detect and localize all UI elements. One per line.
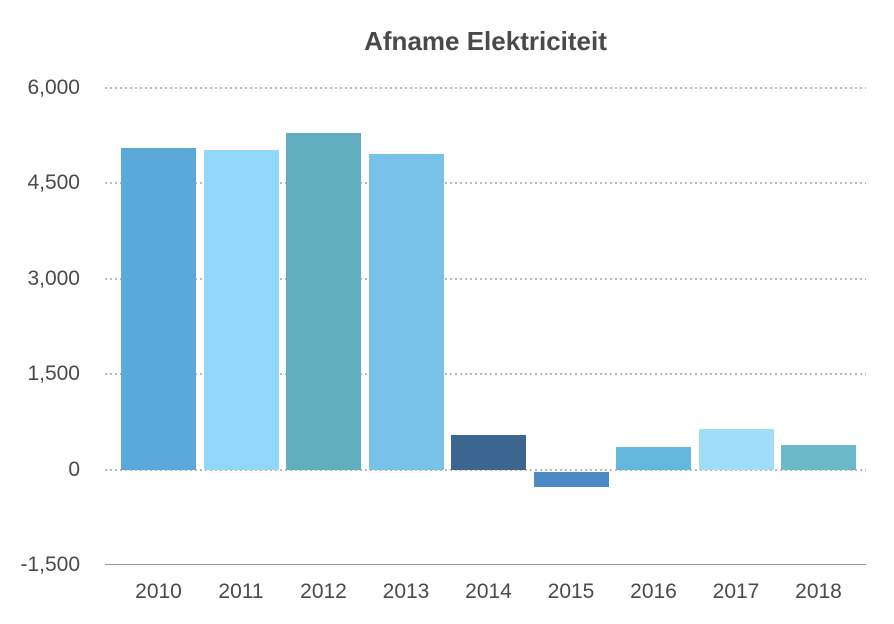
x-tick-label-2018: 2018 bbox=[795, 580, 842, 603]
x-tick-label-2012: 2012 bbox=[300, 580, 347, 603]
gridline-0 bbox=[105, 468, 866, 471]
bar-2014 bbox=[451, 435, 526, 470]
x-tick-label-2015: 2015 bbox=[547, 580, 595, 603]
gridline-1500 bbox=[105, 373, 866, 376]
bar-2013 bbox=[368, 153, 444, 470]
bar-2015 bbox=[533, 471, 609, 488]
x-tick-label-2011: 2011 bbox=[218, 580, 264, 603]
bar-2016 bbox=[616, 447, 691, 470]
x-axis-line bbox=[105, 564, 866, 565]
y-tick-label-3000: 3,000 bbox=[27, 266, 80, 290]
x-tick-label-2010: 2010 bbox=[135, 580, 182, 603]
x-tick-label-2017: 2017 bbox=[712, 580, 760, 603]
x-tick-label-2016: 2016 bbox=[630, 580, 677, 603]
y-tick-label-4500: 4,500 bbox=[27, 171, 80, 195]
chart-title: Afname Elektriciteit bbox=[364, 26, 607, 56]
gridline-6000 bbox=[105, 87, 866, 89]
bar-2017 bbox=[698, 428, 774, 470]
plot-area bbox=[105, 87, 866, 565]
bar-2010 bbox=[121, 148, 196, 470]
bar-2012 bbox=[286, 133, 361, 470]
x-tick-label-2013: 2013 bbox=[382, 580, 430, 603]
gridline-4500 bbox=[105, 182, 866, 185]
bar-2011 bbox=[203, 149, 279, 470]
y-tick-label-0: 0 bbox=[68, 457, 80, 481]
y-tick-label-6000: 6,000 bbox=[27, 76, 80, 99]
bar-2018 bbox=[781, 444, 856, 470]
y-tick-label-1500: 1,500 bbox=[27, 362, 80, 386]
y-tick-label--1500: -1,500 bbox=[20, 553, 80, 576]
gridline-3000 bbox=[105, 277, 866, 280]
x-tick-label-2014: 2014 bbox=[465, 580, 512, 603]
